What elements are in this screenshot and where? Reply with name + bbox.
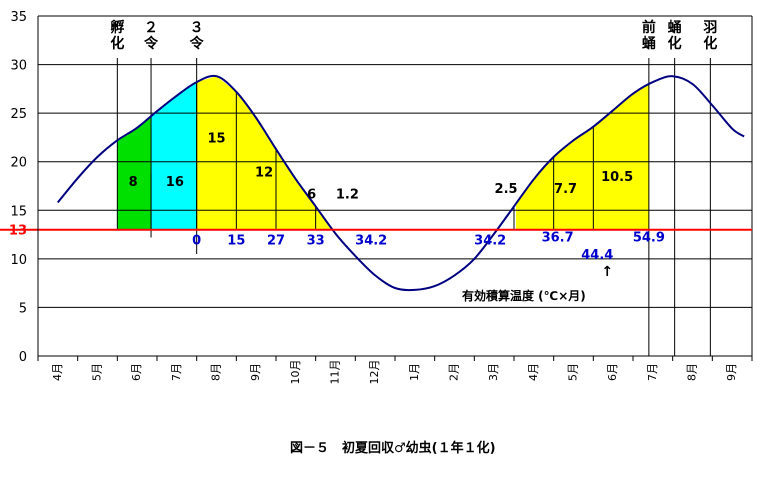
x-tick-label: 10月 (289, 360, 302, 385)
x-tick-label: 9月 (725, 363, 738, 381)
cumulative-label: 15 (227, 233, 245, 248)
y-tick-label: 20 (10, 156, 27, 171)
x-tick-label: 9月 (249, 363, 262, 381)
y-tick-label: 15 (10, 204, 27, 219)
stage-marker-label-2: 令 (189, 35, 205, 52)
stage-marker-label-5: 化 (703, 35, 717, 52)
y-tick-label: 5 (19, 301, 27, 316)
stage-duration-label: 8 (129, 175, 138, 190)
stage-marker-label-1: ２ (144, 20, 158, 36)
y-tick-label: 25 (10, 107, 27, 122)
x-tick-label: 4月 (527, 363, 540, 381)
stage-marker-label-4: 化 (668, 35, 682, 52)
x-tick-label: 2月 (448, 363, 461, 381)
stage-regions (117, 77, 649, 230)
monthly-accumulation-label: 2.5 (495, 182, 518, 197)
cumulative-label: 33 (307, 233, 325, 248)
stage-marker-label-0: 化 (110, 35, 124, 52)
cumulative-label: 34.2 (355, 233, 387, 248)
cumulative-label: 27 (267, 233, 285, 248)
x-tick-label: 1月 (408, 363, 421, 381)
x-tick-label: 11月 (329, 360, 342, 385)
x-tick-label: 7月 (170, 363, 183, 381)
value-labels: 8 16 15 12 6 1.2 2.5 7.7 10.5 0 15 27 33 34.2 34.2 36.7… (129, 131, 665, 263)
y-tick-label: 35 (10, 10, 27, 25)
x-tick-label: 4月 (51, 363, 64, 381)
stage-duration-label: 16 (166, 175, 184, 190)
axes: 0 5 10 15 20 25 30 35 4月 5月 6月 7月 8月 9月 10月 11月 12月 1月 2月 3… (10, 10, 753, 385)
monthly-accumulation-label: 6 (307, 188, 316, 203)
stage-marker-label-3: 前 (642, 19, 656, 36)
monthly-accumulation-label: 7.7 (554, 182, 577, 197)
x-tick-label: 6月 (606, 363, 619, 381)
stage-region-1 (151, 82, 197, 230)
x-tick-label: 8月 (686, 363, 699, 381)
y-tick-label: 0 (19, 350, 27, 365)
stage-marker-label-4: 蛹 (668, 19, 682, 36)
y-tick-label: 30 (10, 59, 27, 74)
y-tick-label: 10 (10, 253, 27, 268)
x-tick-label: 6月 (130, 363, 143, 381)
annotation-arrow: ↑ (601, 264, 613, 280)
stage-region-2 (196, 77, 336, 230)
cumulative-label: 54.9 (633, 230, 665, 245)
x-tick-label: 5月 (91, 363, 104, 381)
cumulative-label: 44.4 (581, 248, 613, 263)
annotation: ↑ 有効積算温度 (℃×月) (462, 264, 613, 303)
annotation-text: 有効積算温度 (℃×月) (462, 288, 586, 303)
x-tick-label: 7月 (646, 363, 659, 381)
stage-marker-label-5: 羽 (703, 20, 717, 36)
cumulative-label: 0 (192, 233, 201, 248)
stage-region-3 (515, 84, 649, 230)
stage-marker-label-3: 蛹 (642, 35, 656, 52)
stage-marker-label-0: 孵 (110, 19, 124, 36)
monthly-accumulation-label: 12 (255, 165, 273, 180)
chart-caption: 図－５ 初夏回収♂幼虫(１年１化) (290, 440, 496, 456)
temperature-curve (57, 74, 745, 292)
monthly-accumulation-label: 10.5 (601, 170, 633, 185)
stage-marker-label-1: 令 (143, 35, 159, 52)
temperature-series (57, 74, 745, 292)
x-tick-label: 3月 (487, 363, 500, 381)
monthly-accumulation-label: 1.2 (336, 188, 359, 203)
gridlines (38, 15, 753, 357)
threshold-line: 13 (0, 224, 752, 239)
cumulative-label: 34.2 (474, 233, 506, 248)
stage-region-0 (117, 116, 152, 230)
monthly-accumulation-label: 15 (207, 131, 225, 146)
threshold-label: 13 (9, 224, 27, 239)
x-tick-label: 12月 (368, 360, 381, 385)
x-tick-label: 8月 (210, 363, 223, 381)
cumulative-label: 36.7 (542, 230, 574, 245)
x-tick-label: 5月 (567, 363, 580, 381)
stage-marker-label-2: ３ (190, 20, 204, 36)
